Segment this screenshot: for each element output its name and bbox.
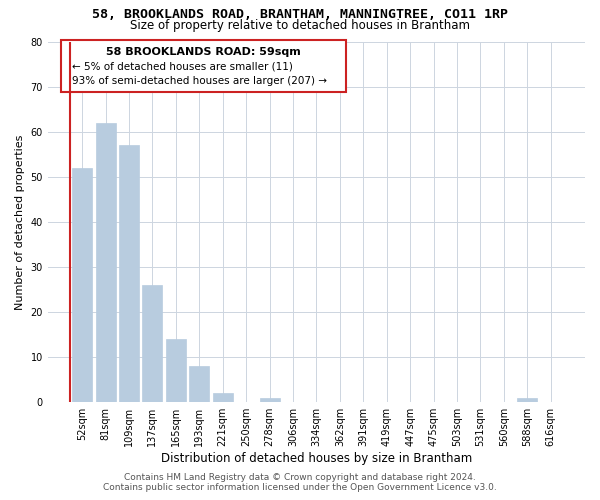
Y-axis label: Number of detached properties: Number of detached properties bbox=[15, 134, 25, 310]
Text: 58, BROOKLANDS ROAD, BRANTHAM, MANNINGTREE, CO11 1RP: 58, BROOKLANDS ROAD, BRANTHAM, MANNINGTR… bbox=[92, 8, 508, 20]
Bar bbox=[72, 168, 92, 402]
Text: 58 BROOKLANDS ROAD: 59sqm: 58 BROOKLANDS ROAD: 59sqm bbox=[106, 47, 301, 57]
Bar bbox=[142, 285, 163, 402]
Text: Contains HM Land Registry data © Crown copyright and database right 2024.
Contai: Contains HM Land Registry data © Crown c… bbox=[103, 473, 497, 492]
Bar bbox=[213, 393, 233, 402]
Bar bbox=[190, 366, 209, 402]
Text: Size of property relative to detached houses in Brantham: Size of property relative to detached ho… bbox=[130, 19, 470, 32]
Bar bbox=[260, 398, 280, 402]
X-axis label: Distribution of detached houses by size in Brantham: Distribution of detached houses by size … bbox=[161, 452, 472, 465]
Bar bbox=[119, 145, 139, 402]
Bar bbox=[95, 122, 116, 402]
Bar bbox=[517, 398, 537, 402]
Text: ← 5% of detached houses are smaller (11): ← 5% of detached houses are smaller (11) bbox=[72, 62, 293, 72]
Bar bbox=[166, 339, 186, 402]
FancyBboxPatch shape bbox=[61, 40, 346, 92]
Text: 93% of semi-detached houses are larger (207) →: 93% of semi-detached houses are larger (… bbox=[72, 76, 327, 86]
